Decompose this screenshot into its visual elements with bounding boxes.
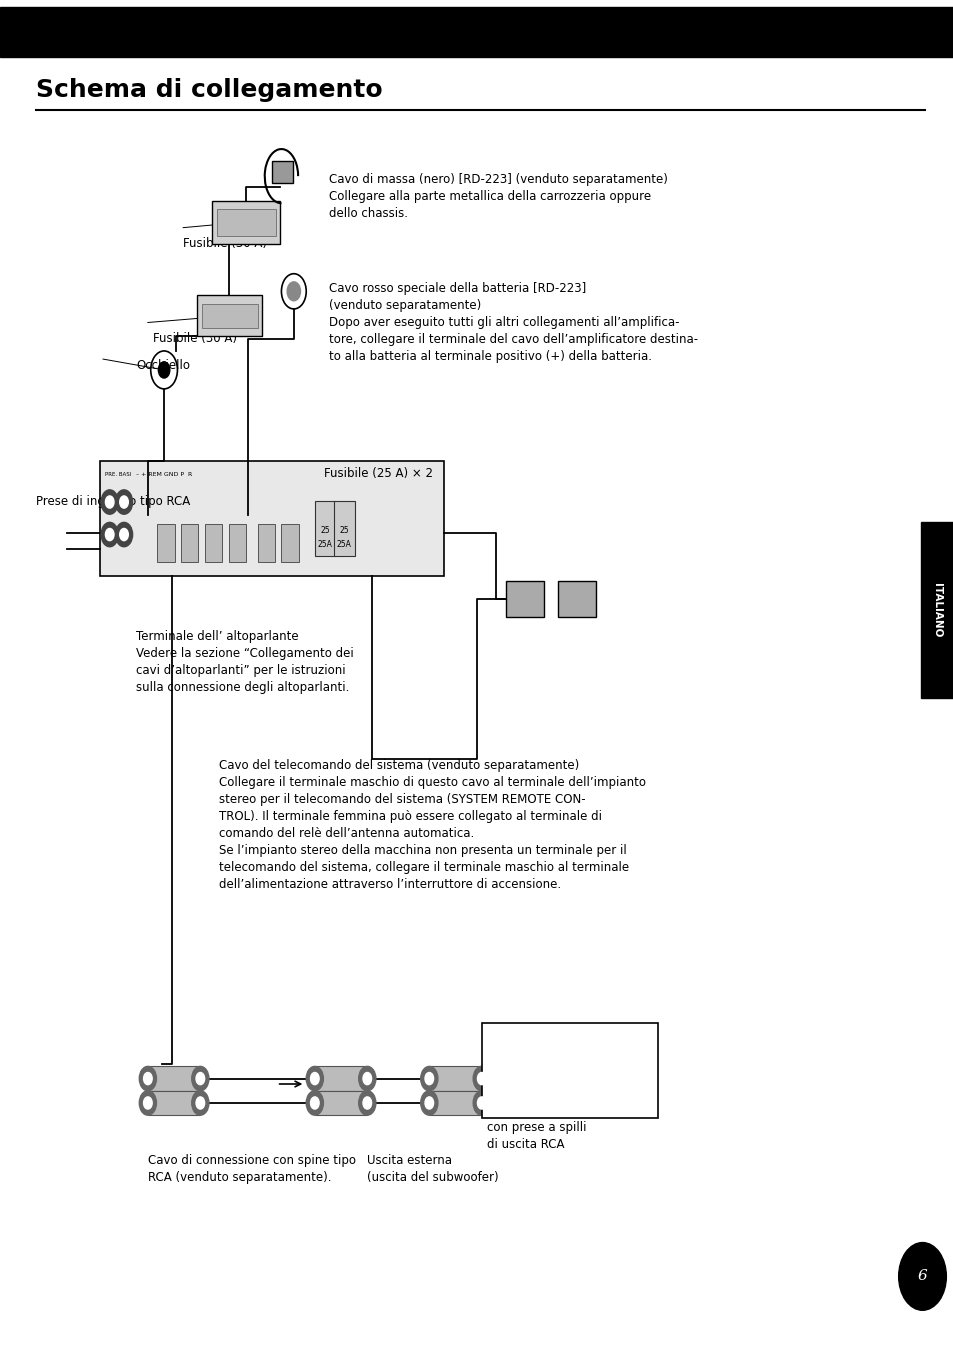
Bar (505, 581, 543, 617)
Bar (0, 7, 953, 57)
Circle shape (358, 1091, 375, 1115)
Text: 25A: 25A (317, 539, 333, 549)
Circle shape (473, 1066, 490, 1091)
Circle shape (101, 523, 118, 547)
Circle shape (476, 1073, 485, 1084)
Text: Schema di collegamento: Schema di collegamento (36, 77, 382, 102)
Circle shape (192, 1066, 209, 1091)
Text: – + REM GND P  R: – + REM GND P R (136, 472, 193, 477)
Text: Occhiello: Occhiello (136, 359, 191, 373)
Bar (100, 461, 443, 576)
Bar (157, 524, 174, 562)
Text: PRE. BASI: PRE. BASI (105, 472, 132, 477)
Circle shape (143, 1073, 152, 1084)
Circle shape (311, 1098, 318, 1108)
Circle shape (420, 1066, 437, 1091)
Bar (181, 524, 198, 562)
Text: Terminale dell’ altoparlante
Vedere la sezione “Collegamento dei
cavi d’altoparl: Terminale dell’ altoparlante Vedere la s… (136, 630, 354, 694)
Text: Cavo di massa (nero) [RD-223] (venduto separatamente)
Collegare alla parte metal: Cavo di massa (nero) [RD-223] (venduto s… (329, 173, 667, 221)
Bar (314, 1091, 367, 1115)
Text: Uscita esterna
(uscita del subwoofer): Uscita esterna (uscita del subwoofer) (367, 1154, 498, 1184)
Text: Impianto stereo
della macchina
con prese a spilli
di uscita RCA: Impianto stereo della macchina con prese… (486, 1087, 585, 1150)
Circle shape (476, 1098, 485, 1108)
Bar (212, 201, 280, 244)
Bar (429, 1091, 481, 1115)
Bar (197, 295, 262, 336)
Circle shape (196, 1073, 204, 1084)
Bar (281, 524, 298, 562)
Bar (148, 1066, 200, 1091)
Text: 25: 25 (339, 526, 349, 535)
Bar (481, 1023, 658, 1118)
Circle shape (358, 1066, 375, 1091)
Circle shape (287, 282, 300, 301)
Circle shape (139, 1091, 156, 1115)
Text: Fusibile (30 A): Fusibile (30 A) (183, 237, 267, 251)
Bar (429, 1066, 481, 1091)
Bar (216, 209, 275, 236)
Circle shape (101, 491, 118, 515)
Bar (558, 581, 596, 617)
Circle shape (105, 528, 114, 541)
Circle shape (115, 523, 132, 547)
Bar (257, 524, 274, 562)
Circle shape (420, 1091, 437, 1115)
Text: Fusibile (25 A) × 2: Fusibile (25 A) × 2 (324, 467, 433, 481)
Bar (272, 161, 293, 183)
Text: 6: 6 (917, 1270, 926, 1283)
Text: 25A: 25A (336, 539, 352, 549)
Circle shape (192, 1091, 209, 1115)
Bar (148, 1091, 200, 1115)
Text: 25: 25 (320, 526, 330, 535)
Text: ITALIANO: ITALIANO (931, 583, 942, 637)
Bar (205, 524, 222, 562)
Text: Cavo rosso speciale della batteria [RD-223]
(venduto separatamente)
Dopo aver es: Cavo rosso speciale della batteria [RD-2… (329, 282, 698, 363)
Text: Fusibile (30 A): Fusibile (30 A) (152, 332, 236, 346)
Circle shape (362, 1098, 372, 1108)
Text: Cavo del telecomando del sistema (venduto separatamente)
Collegare il terminale : Cavo del telecomando del sistema (vendut… (219, 759, 646, 890)
Circle shape (311, 1073, 318, 1084)
Circle shape (424, 1098, 433, 1108)
Bar (229, 524, 246, 562)
Circle shape (105, 496, 114, 508)
Bar (920, 522, 953, 698)
Bar (202, 304, 257, 328)
Circle shape (115, 491, 132, 515)
Bar (314, 501, 335, 556)
Text: Cavo di connessione con spine tipo
RCA (venduto separatamente).: Cavo di connessione con spine tipo RCA (… (148, 1154, 355, 1184)
Circle shape (158, 362, 170, 378)
Circle shape (898, 1243, 945, 1310)
Circle shape (120, 528, 129, 541)
Circle shape (424, 1073, 433, 1084)
Bar (314, 1066, 367, 1091)
Circle shape (143, 1098, 152, 1108)
Circle shape (362, 1073, 372, 1084)
Text: Prese di ingresso tipo RCA: Prese di ingresso tipo RCA (36, 495, 191, 508)
Circle shape (306, 1091, 323, 1115)
Circle shape (306, 1066, 323, 1091)
Circle shape (120, 496, 129, 508)
Circle shape (139, 1066, 156, 1091)
Circle shape (473, 1091, 490, 1115)
Circle shape (196, 1098, 204, 1108)
Bar (334, 501, 355, 556)
